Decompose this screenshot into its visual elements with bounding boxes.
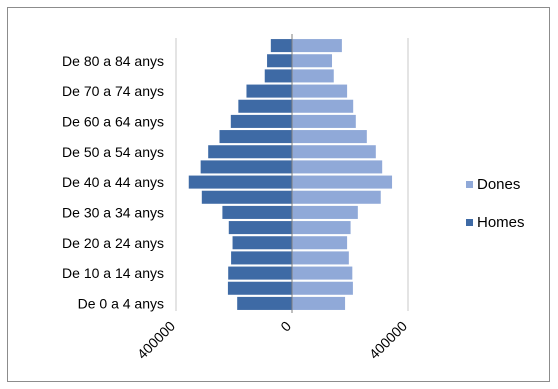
y-tick-label: De 0 a 4 anys <box>78 295 164 311</box>
bar-dones-5 <box>292 221 351 235</box>
bar-homes-1 <box>227 281 292 295</box>
bar-dones-7 <box>292 190 381 204</box>
bar-dones-12 <box>292 114 356 128</box>
legend-swatch-dones <box>466 181 473 188</box>
bar-homes-14 <box>246 84 292 98</box>
bar-dones-4 <box>292 236 348 250</box>
bar-homes-5 <box>228 221 292 235</box>
bar-homes-13 <box>238 99 292 113</box>
bar-homes-8 <box>188 175 292 189</box>
y-tick-label: De 70 a 74 anys <box>62 83 164 99</box>
y-tick-label: De 40 a 44 anys <box>62 174 164 190</box>
bar-dones-17 <box>292 39 342 53</box>
bar-dones-14 <box>292 84 348 98</box>
legend-label-dones: Dones <box>477 176 520 193</box>
bar-homes-3 <box>231 251 292 265</box>
bar-dones-15 <box>292 69 334 83</box>
bar-dones-2 <box>292 266 353 280</box>
bar-dones-1 <box>292 281 353 295</box>
bar-homes-4 <box>232 236 292 250</box>
bar-homes-10 <box>208 145 292 159</box>
bar-dones-9 <box>292 160 383 174</box>
bar-homes-12 <box>230 114 292 128</box>
x-tick-label: 400000 <box>134 318 178 362</box>
x-tick-label: 400000 <box>366 318 410 362</box>
bar-dones-3 <box>292 251 349 265</box>
legend-label-homes: Homes <box>477 214 525 231</box>
bar-dones-0 <box>292 296 346 310</box>
bar-dones-16 <box>292 54 333 68</box>
bar-homes-7 <box>201 190 292 204</box>
bar-dones-13 <box>292 99 354 113</box>
legend-swatch-homes <box>466 219 473 226</box>
y-tick-label: De 10 a 14 anys <box>62 265 164 281</box>
bar-dones-11 <box>292 130 367 144</box>
bar-dones-6 <box>292 205 358 219</box>
x-tick-label: 0 <box>277 318 294 335</box>
bar-dones-8 <box>292 175 393 189</box>
bar-homes-17 <box>270 39 292 53</box>
bar-homes-0 <box>237 296 292 310</box>
bar-homes-9 <box>200 160 292 174</box>
y-tick-label: De 50 a 54 anys <box>62 144 164 160</box>
bar-homes-16 <box>267 54 292 68</box>
bar-dones-10 <box>292 145 376 159</box>
bar-homes-6 <box>222 205 292 219</box>
bar-homes-15 <box>264 69 292 83</box>
y-tick-label: De 20 a 24 anys <box>62 235 164 251</box>
bar-homes-11 <box>219 130 292 144</box>
y-tick-label: De 60 a 64 anys <box>62 113 164 129</box>
y-tick-label: De 30 a 34 anys <box>62 204 164 220</box>
bar-homes-2 <box>228 266 292 280</box>
y-tick-label: De 80 a 84 anys <box>62 53 164 69</box>
